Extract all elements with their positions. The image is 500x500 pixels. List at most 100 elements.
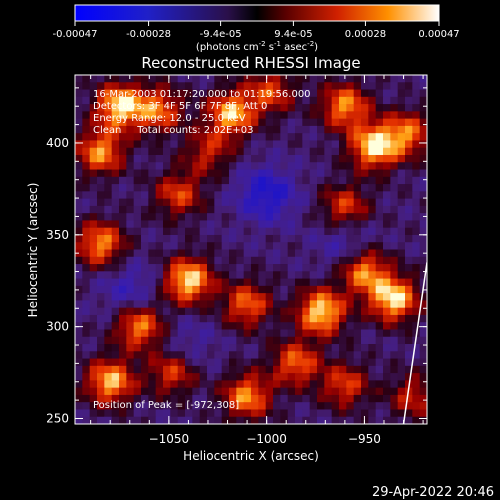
heatmap-cell bbox=[412, 358, 421, 367]
heatmap-cell bbox=[75, 162, 83, 170]
heatmap-cell bbox=[419, 140, 427, 149]
heatmap-cell bbox=[185, 293, 193, 301]
heatmap-cell bbox=[243, 329, 252, 338]
heatmap-cell bbox=[133, 176, 142, 185]
heatmap-cell bbox=[346, 365, 355, 374]
heatmap-cell bbox=[346, 82, 355, 90]
heatmap-cell bbox=[89, 125, 98, 134]
heatmap-cell bbox=[207, 213, 215, 221]
heatmap-cell bbox=[199, 409, 208, 418]
heatmap-cell bbox=[339, 336, 347, 345]
heatmap-cell bbox=[214, 104, 223, 112]
heatmap-cell bbox=[258, 133, 267, 141]
heatmap-cell bbox=[75, 416, 83, 424]
heatmap-cell bbox=[390, 307, 399, 316]
heatmap-cell bbox=[75, 82, 83, 90]
heatmap-cell bbox=[287, 191, 296, 199]
heatmap-cell bbox=[119, 111, 127, 120]
heatmap-cell bbox=[243, 394, 252, 403]
heatmap-cell bbox=[302, 147, 311, 156]
heatmap-cell bbox=[295, 234, 303, 243]
heatmap-cell bbox=[170, 394, 179, 403]
heatmap-cell bbox=[104, 271, 113, 279]
heatmap-cell bbox=[111, 242, 120, 250]
heatmap-cell bbox=[185, 402, 193, 410]
heatmap-cell bbox=[199, 278, 208, 287]
heatmap-cell bbox=[295, 293, 303, 301]
heatmap-cell bbox=[295, 329, 303, 338]
heatmap-cell bbox=[412, 213, 421, 221]
heatmap-cell bbox=[82, 285, 91, 294]
heatmap-cell bbox=[229, 416, 237, 424]
heatmap-cell bbox=[353, 293, 362, 301]
heatmap-cell bbox=[155, 169, 164, 178]
heatmap-cell bbox=[331, 380, 340, 389]
heatmap-cell bbox=[390, 285, 399, 294]
heatmap-cell bbox=[302, 394, 311, 403]
heatmap-cell bbox=[302, 118, 311, 127]
heatmap-cell bbox=[309, 82, 318, 90]
heatmap-cell bbox=[163, 278, 171, 287]
heatmap-cell bbox=[419, 125, 427, 134]
heatmap-cell bbox=[331, 147, 340, 156]
heatmap-cell bbox=[207, 249, 215, 258]
heatmap-cell bbox=[295, 213, 303, 221]
heatmap-cell bbox=[97, 314, 105, 323]
heatmap-cell bbox=[368, 373, 377, 381]
heatmap-cell bbox=[331, 256, 340, 265]
heatmap-cell bbox=[251, 329, 259, 338]
heatmap-cell bbox=[353, 191, 362, 199]
heatmap-cell bbox=[141, 242, 149, 250]
heatmap-cell bbox=[280, 227, 289, 236]
heatmap-cell bbox=[97, 307, 105, 316]
heatmap-cell bbox=[361, 234, 369, 243]
heatmap-cell bbox=[155, 242, 164, 250]
heatmap-cell bbox=[346, 402, 355, 410]
heatmap-cell bbox=[265, 227, 274, 236]
heatmap-cell bbox=[419, 351, 427, 359]
heatmap-cell bbox=[383, 278, 391, 287]
heatmap-cell bbox=[207, 387, 215, 396]
heatmap-cell bbox=[295, 154, 303, 163]
heatmap-cell bbox=[155, 358, 164, 367]
heatmap-cell bbox=[111, 249, 120, 258]
heatmap-cell bbox=[155, 322, 164, 330]
heatmap-cell bbox=[97, 220, 105, 229]
heatmap-cell bbox=[97, 242, 105, 250]
heatmap-cell bbox=[419, 198, 427, 207]
heatmap-cell bbox=[339, 176, 347, 185]
heatmap-cell bbox=[324, 96, 333, 105]
heatmap-cell bbox=[170, 234, 179, 243]
heatmap-cell bbox=[280, 176, 289, 185]
colorbar-tick-label: -9.4e-05 bbox=[200, 29, 242, 40]
heatmap-cell bbox=[170, 293, 179, 301]
heatmap-cell bbox=[148, 314, 157, 323]
heatmap-cell bbox=[397, 198, 406, 207]
heatmap-cell bbox=[221, 293, 230, 301]
heatmap-cell bbox=[353, 264, 362, 272]
heatmap-cell bbox=[361, 249, 369, 258]
heatmap-cell bbox=[192, 307, 201, 316]
heatmap-cell bbox=[82, 351, 91, 359]
heatmap-cell bbox=[163, 191, 171, 199]
heatmap-cell bbox=[375, 242, 384, 250]
heatmap-cell bbox=[111, 256, 120, 265]
heatmap-cell bbox=[75, 227, 83, 236]
heatmap-cell bbox=[346, 271, 355, 279]
heatmap-cell bbox=[75, 409, 83, 418]
heatmap-cell bbox=[141, 307, 149, 316]
heatmap-cell bbox=[361, 300, 369, 309]
heatmap-cell bbox=[177, 176, 186, 185]
heatmap-cell bbox=[324, 409, 333, 418]
heatmap-cell bbox=[258, 416, 267, 424]
heatmap-cell bbox=[148, 75, 157, 83]
colorbar bbox=[74, 4, 440, 22]
heatmap-cell bbox=[390, 402, 399, 410]
heatmap-cell bbox=[221, 162, 230, 170]
heatmap-cell bbox=[170, 278, 179, 287]
heatmap-cell bbox=[104, 264, 113, 272]
heatmap-cell bbox=[82, 249, 91, 258]
heatmap-cell bbox=[82, 314, 91, 323]
heatmap-cell bbox=[199, 336, 208, 345]
heatmap-cell bbox=[258, 82, 267, 90]
